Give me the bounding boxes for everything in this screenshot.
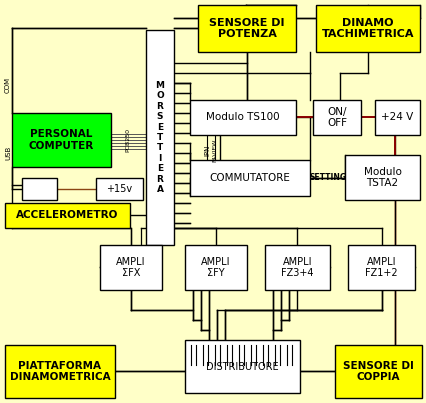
FancyBboxPatch shape [12,113,111,167]
FancyBboxPatch shape [347,245,414,290]
Text: ON/
OFF: ON/ OFF [326,107,346,128]
Text: ACCELEROMETRO: ACCELEROMETRO [16,210,118,220]
Text: M
O
R
S
E
T
T
I
E
R
A: M O R S E T T I E R A [155,81,164,194]
Text: SETTING: SETTING [309,174,346,183]
FancyBboxPatch shape [312,100,360,135]
FancyBboxPatch shape [374,100,419,135]
FancyBboxPatch shape [96,178,143,200]
Text: USB: USB [5,146,11,160]
Text: +15v: +15v [106,184,132,194]
Text: AMPLI
ΣFY: AMPLI ΣFY [201,257,230,278]
Text: COMMUTATORE: COMMUTATORE [209,173,290,183]
Text: DISTRIBUTORE: DISTRIBUTORE [206,361,278,372]
FancyBboxPatch shape [100,245,161,290]
FancyBboxPatch shape [190,100,295,135]
FancyBboxPatch shape [5,345,115,398]
FancyBboxPatch shape [184,245,246,290]
FancyBboxPatch shape [146,30,173,245]
Text: PIATTAFORMA
DINAMOMETRICA: PIATTAFORMA DINAMOMETRICA [10,361,110,382]
Text: Modulo
TSTA2: Modulo TSTA2 [363,167,400,188]
FancyBboxPatch shape [198,5,295,52]
FancyBboxPatch shape [190,160,309,196]
Text: COM: COM [5,77,11,93]
FancyBboxPatch shape [265,245,329,290]
Text: +24 V: +24 V [380,112,413,123]
Text: PERSONAL
COMPUTER: PERSONAL COMPUTER [29,129,94,151]
Text: AMPLI
FZ3+4: AMPLI FZ3+4 [281,257,313,278]
Text: AMPLI
ΣFX: AMPLI ΣFX [116,257,145,278]
Text: PCB250: PCB250 [125,128,130,152]
FancyBboxPatch shape [22,178,57,200]
FancyBboxPatch shape [184,340,299,393]
FancyBboxPatch shape [334,345,421,398]
Text: DINAMO
TACHIMETRICA: DINAMO TACHIMETRICA [321,18,413,39]
Text: SENSORE DI
POTENZA: SENSORE DI POTENZA [209,18,284,39]
FancyBboxPatch shape [5,203,130,228]
Text: Modulo TS100: Modulo TS100 [206,112,279,123]
FancyBboxPatch shape [315,5,419,52]
Text: M-VIEW: M-VIEW [212,138,217,162]
Text: AMPLI
FZ1+2: AMPLI FZ1+2 [364,257,397,278]
Text: IPN: IPN [204,144,210,156]
Text: SENSORE DI
COPPIA: SENSORE DI COPPIA [342,361,413,382]
FancyBboxPatch shape [344,155,419,200]
